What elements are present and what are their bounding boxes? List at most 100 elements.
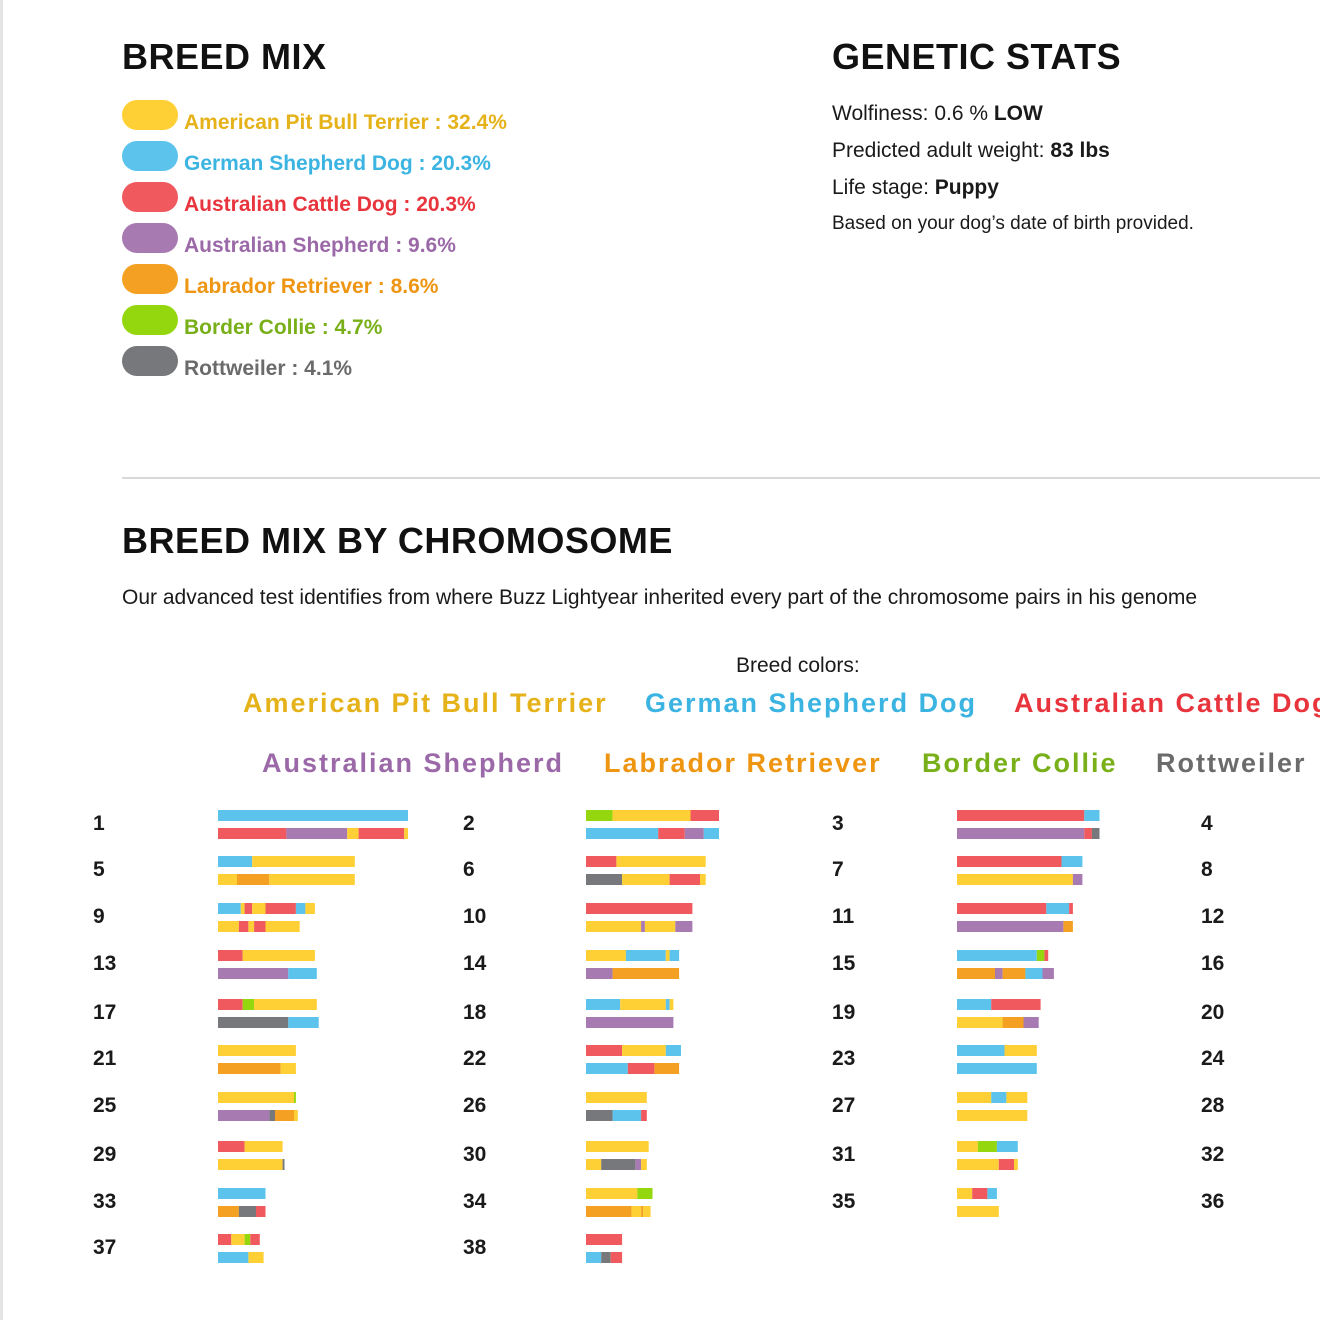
chromosome-segment	[586, 810, 613, 821]
chromosome-segment	[641, 1159, 647, 1170]
chromosome-segment	[601, 1159, 636, 1170]
chromosome-segment	[669, 999, 674, 1010]
chromosome-segment	[218, 968, 289, 979]
chromosome-segment	[218, 1110, 270, 1121]
wolfiness-label: Wolfiness: 0.6 %	[832, 102, 989, 125]
chromosome-segment	[288, 1017, 319, 1028]
chromosome-segment	[957, 921, 1064, 932]
legend-labrador-retriever: Labrador Retriever	[604, 748, 882, 778]
chromosome-segment	[703, 828, 719, 839]
chromosome-segment	[996, 1141, 1018, 1152]
breed-mix-label: Australian Cattle Dog : 20.3%	[184, 193, 476, 216]
chromosome-label: 35	[832, 1190, 856, 1213]
chromosome-segment	[252, 903, 266, 914]
breed-color-swatch	[122, 223, 178, 253]
genetic-stats-title: GENETIC STATS	[832, 36, 1122, 77]
chromosome-segment	[957, 810, 1085, 821]
chromosome-segment	[244, 903, 253, 914]
chromosome-segment	[987, 1188, 997, 1199]
chromosome-label: 30	[463, 1143, 486, 1166]
chromosome-segment	[218, 950, 243, 961]
chromosome-segment	[238, 921, 249, 932]
chromosome-segment	[654, 1063, 680, 1074]
chromosome-segment	[586, 874, 623, 885]
chromosome-segment	[991, 1092, 1007, 1103]
chromosome-label: 28	[1201, 1094, 1225, 1117]
chromosome-segment	[286, 828, 348, 839]
chromosome-segment	[231, 1234, 245, 1245]
chromosome-label: 15	[832, 952, 856, 975]
chromosome-segment	[1036, 950, 1045, 961]
chromosome-segment	[635, 1159, 642, 1170]
chromosome-label: 3	[832, 812, 844, 835]
chromosome-segment	[586, 1141, 649, 1152]
chromosome-segment	[586, 828, 659, 839]
chromosome-segment	[700, 874, 706, 885]
chromosome-segment	[957, 828, 1085, 839]
chromosome-label: 12	[1201, 905, 1224, 928]
chromosome-segment	[244, 1141, 283, 1152]
chromosome-segment	[957, 1188, 973, 1199]
chromosome-segment	[957, 1159, 999, 1170]
chromosome-label: 9	[93, 905, 105, 928]
chromosome-segment	[280, 1063, 296, 1074]
chromosome-segment	[288, 968, 317, 979]
breed-mix-label: Rottweiler : 4.1%	[184, 357, 353, 380]
chromosome-segment	[218, 1252, 249, 1263]
breed-color-swatch	[122, 346, 178, 376]
section-divider	[122, 477, 1320, 479]
chromosome-segment	[641, 1110, 647, 1121]
chromosome-segment	[404, 828, 408, 839]
chromosome-segment	[254, 999, 317, 1010]
chromosome-segment	[586, 1092, 647, 1103]
chromosome-segment	[294, 1110, 298, 1121]
chromosome-label: 22	[463, 1047, 486, 1070]
legend-german-shepherd-dog: German Shepherd Dog	[645, 688, 978, 718]
chromosome-segment	[665, 999, 670, 1010]
chromosome-segment	[957, 1017, 1003, 1028]
breed-color-swatch	[122, 182, 178, 212]
chromosome-segment	[612, 968, 680, 979]
chromosome-segment	[218, 810, 408, 821]
chromosome-segment	[269, 874, 355, 885]
chromosome-segment	[972, 1188, 988, 1199]
chromosome-segment	[612, 810, 691, 821]
chromosome-segment	[665, 950, 670, 961]
legend-border-collie: Border Collie	[922, 748, 1118, 778]
chromosome-segment	[218, 1063, 281, 1074]
chromosome-segment	[218, 856, 253, 867]
chromosome-label: 17	[93, 1001, 116, 1024]
chromosome-label: 11	[832, 905, 855, 928]
chromosome-label: 32	[1201, 1143, 1224, 1166]
chromosome-segment	[631, 1206, 642, 1217]
chromosome-segment	[254, 921, 266, 932]
chromosome-segment	[586, 1206, 632, 1217]
chromosome-segment	[612, 1110, 642, 1121]
chromosome-label: 27	[832, 1094, 855, 1117]
chromosome-segment	[995, 968, 1003, 979]
chromosome-segment	[248, 921, 255, 932]
chromosome-segment	[269, 1110, 275, 1121]
chromosome-segment	[218, 903, 241, 914]
chromosome-section-title: BREED MIX BY CHROMOSOME	[122, 520, 673, 561]
chromosome-label: 1	[93, 812, 105, 835]
chromosome-segment	[218, 1206, 239, 1217]
chromosome-segment	[665, 1045, 681, 1056]
chromosome-segment	[957, 1092, 992, 1103]
chromosome-segment	[957, 1063, 1037, 1074]
chromosome-segment	[218, 828, 287, 839]
chromosome-segment	[218, 921, 239, 932]
chromosome-segment	[586, 950, 626, 961]
breed-mix-label: Labrador Retriever : 8.6%	[184, 275, 439, 298]
chromosome-segment	[1063, 921, 1073, 932]
chromosome-segment	[265, 921, 300, 932]
breed-mix-title: BREED MIX	[122, 36, 327, 77]
chromosome-label: 20	[1201, 1001, 1224, 1024]
chromosome-segment	[242, 999, 255, 1010]
chromosome-segment	[586, 999, 621, 1010]
chromosome-segment	[669, 950, 680, 961]
chromosome-segment	[294, 1092, 296, 1103]
chromosome-label: 18	[463, 1001, 487, 1024]
chromosome-segment	[218, 999, 243, 1010]
chromosome-segment	[998, 1159, 1014, 1170]
